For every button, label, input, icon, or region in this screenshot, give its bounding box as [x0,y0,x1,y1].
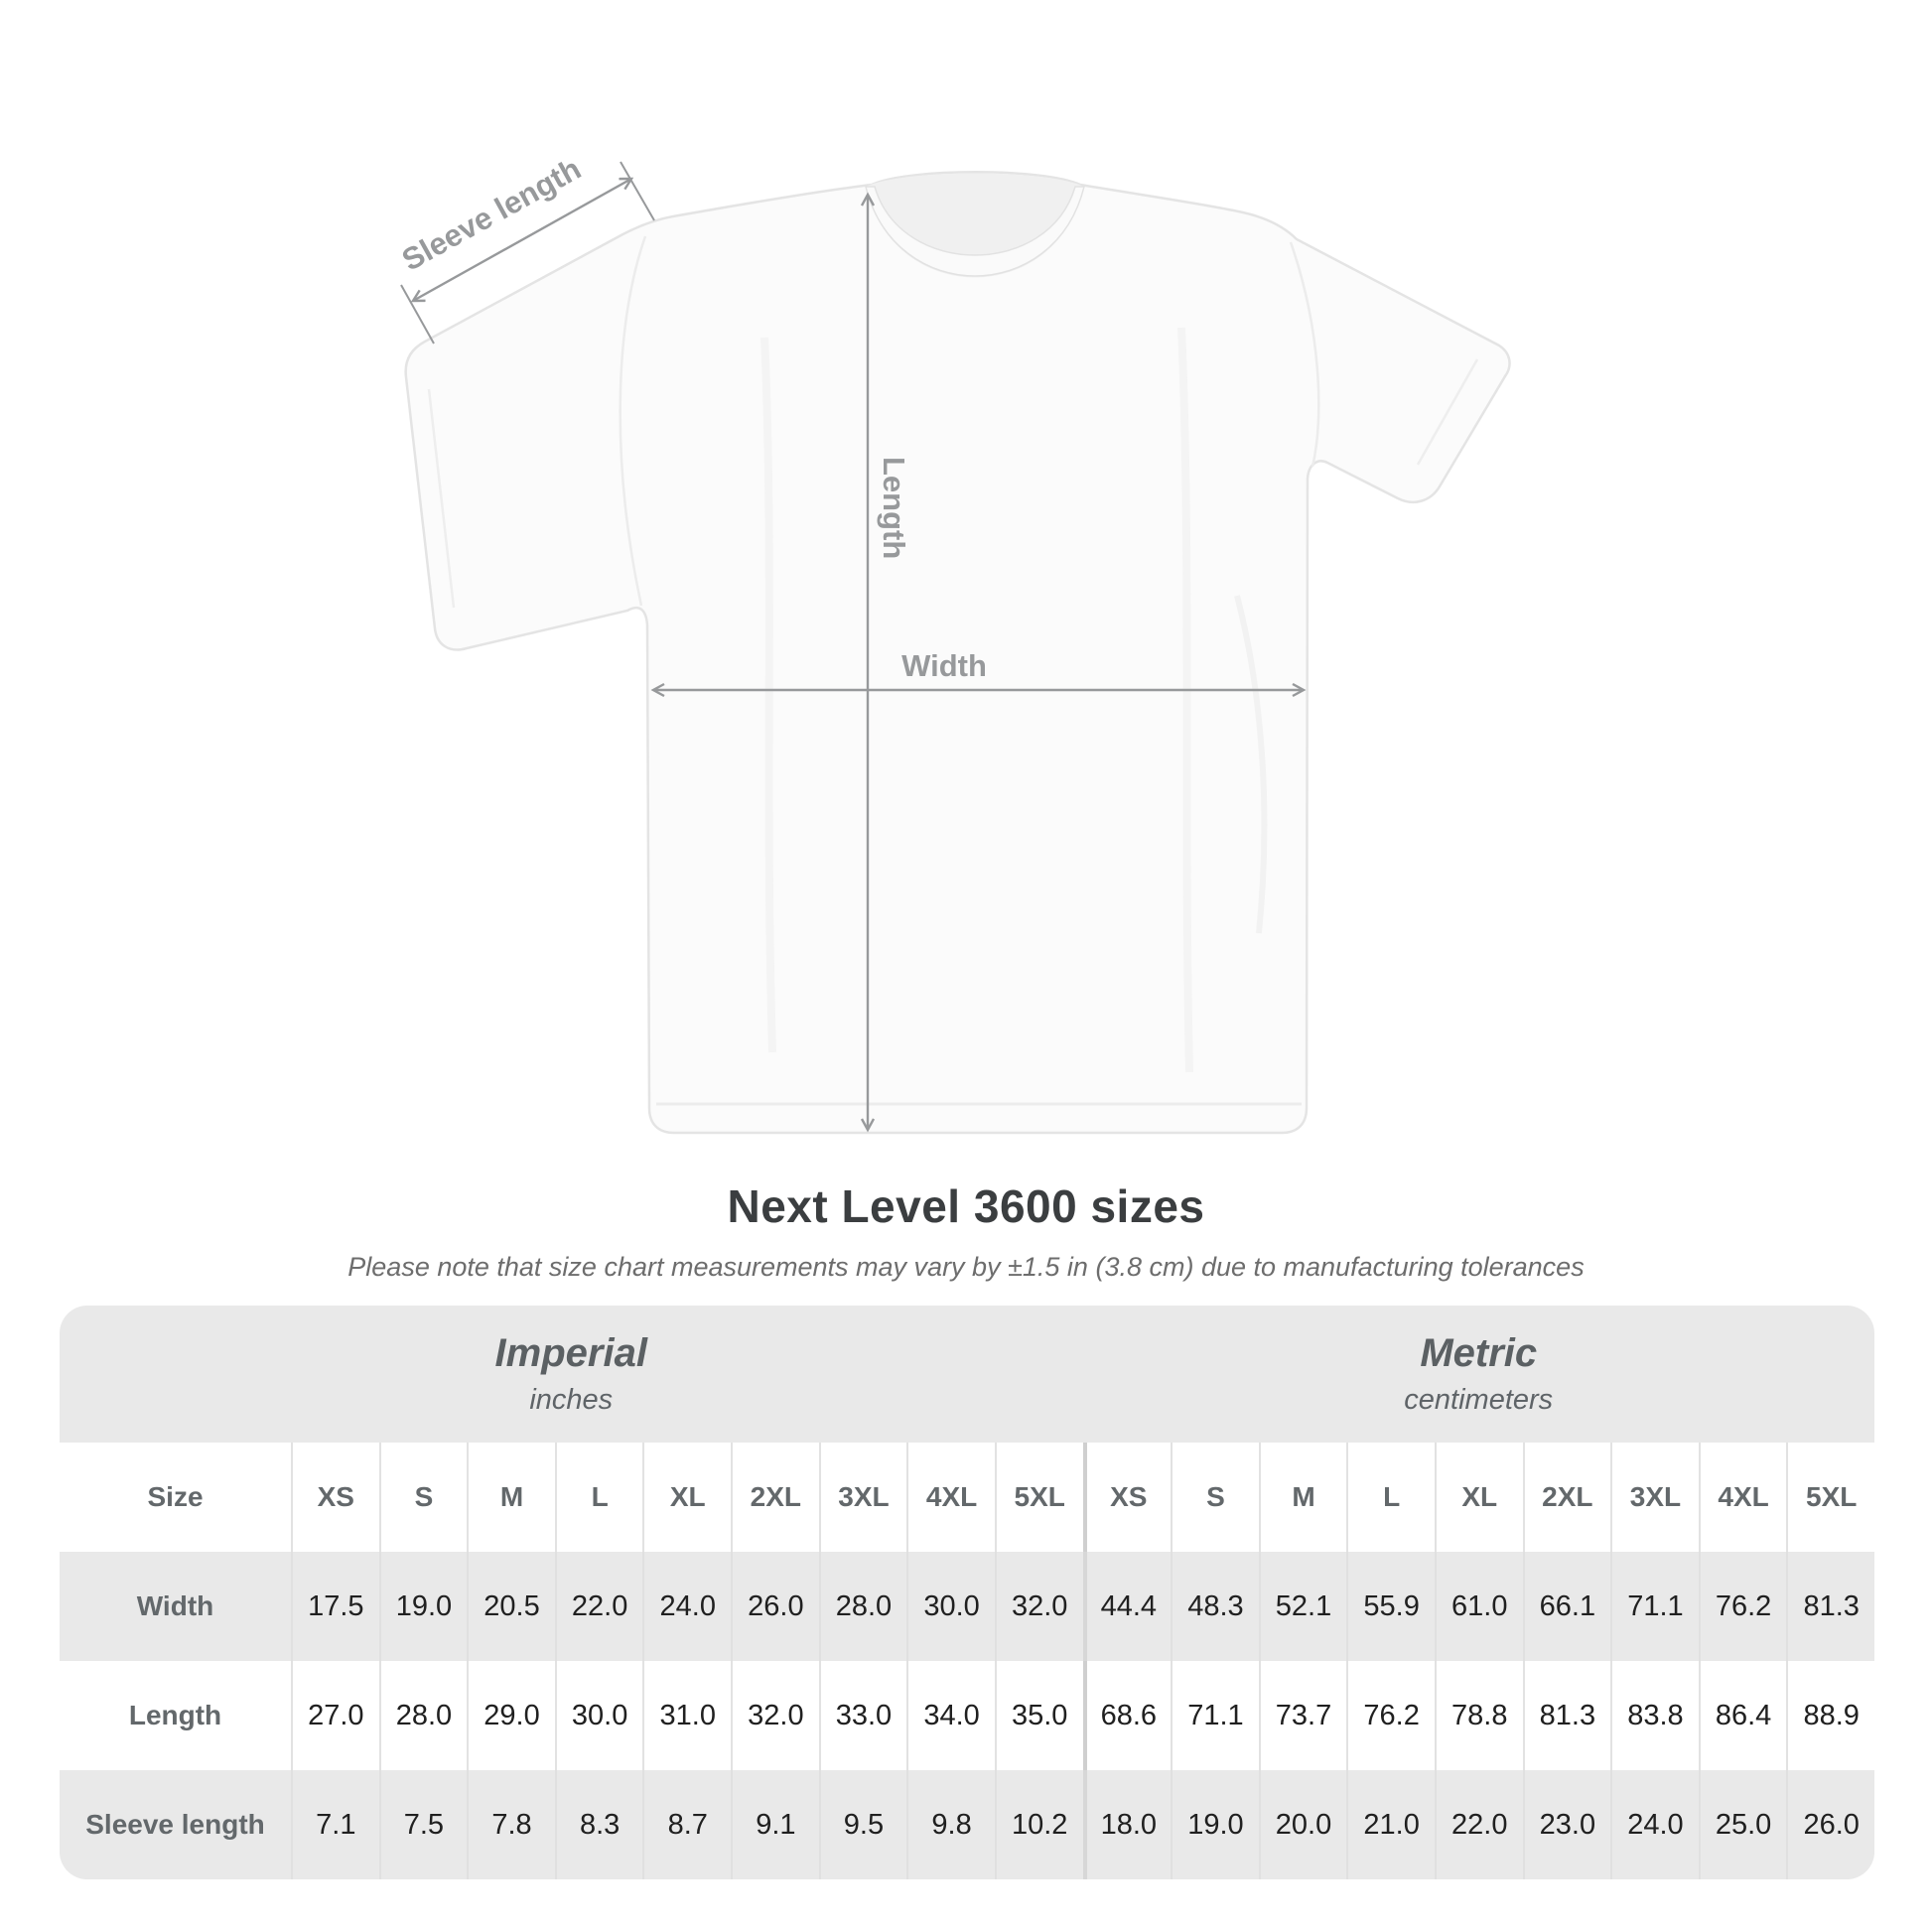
table-cell: 32.0 [994,1552,1083,1661]
table-cell: 71.1 [1171,1661,1259,1770]
size-column-header: 5XL [994,1443,1083,1552]
size-column-header: 2XL [1522,1443,1611,1552]
table-cell: 61.0 [1434,1552,1523,1661]
width-label: Width [901,648,987,683]
size-header-label: Size [60,1443,291,1552]
table-cell: 81.3 [1522,1661,1611,1770]
table-cell: 21.0 [1346,1770,1435,1879]
table-cell: 35.0 [994,1661,1083,1770]
size-column-header: 2XL [731,1443,819,1552]
table-cell: 7.1 [291,1770,379,1879]
table-cell: 25.0 [1698,1770,1787,1879]
table-cell: 28.0 [818,1552,907,1661]
table-cell: 66.1 [1522,1552,1611,1661]
table-cell: 8.7 [642,1770,732,1879]
tshirt-diagram: Sleeve length Length Width [396,151,1511,1135]
size-table: Imperial inches Metric centimeters Size X… [60,1306,1874,1879]
imperial-label: Imperial [494,1331,647,1375]
size-column-header: L [554,1443,643,1552]
table-cell: 76.2 [1698,1552,1787,1661]
table-cell: 29.0 [467,1661,555,1770]
table-cell: 86.4 [1698,1661,1787,1770]
size-column-header: 4XL [906,1443,995,1552]
table-cell: 23.0 [1522,1770,1611,1879]
table-cell: 18.0 [1082,1770,1172,1879]
table-cell: 33.0 [818,1661,907,1770]
row-label: Sleeve length [60,1770,291,1879]
collar-band [865,186,1085,277]
sleeve-length-arrow [400,161,655,345]
size-column-header: 3XL [818,1443,907,1552]
table-cell: 20.0 [1258,1770,1347,1879]
table-cell: 27.0 [291,1661,379,1770]
table-cell: 9.5 [818,1770,907,1879]
table-cell: 44.4 [1082,1552,1172,1661]
size-column-header: S [378,1443,468,1552]
metric-label: Metric [1420,1331,1538,1375]
size-column-header: M [467,1443,555,1552]
size-column-header: M [1258,1443,1347,1552]
table-cell: 22.0 [1434,1770,1523,1879]
table-cell: 24.0 [642,1552,732,1661]
table-cell: 7.8 [467,1770,555,1879]
size-column-header: XL [1434,1443,1523,1552]
length-label: Length [877,457,911,559]
size-column-header: XS [291,1443,379,1552]
table-cell: 26.0 [731,1552,819,1661]
unit-header-metric: Metric centimeters [1083,1306,1875,1443]
table-cell: 30.0 [554,1661,643,1770]
table-cell: 81.3 [1786,1552,1874,1661]
page-subtitle: Please note that size chart measurements… [347,1252,1585,1282]
row-label: Length [60,1661,291,1770]
table-cell: 73.7 [1258,1661,1347,1770]
table-cell: 71.1 [1610,1552,1699,1661]
size-column-header: XL [642,1443,732,1552]
table-cell: 8.3 [554,1770,643,1879]
table-cell: 10.2 [994,1770,1083,1879]
table-cell: 20.5 [467,1552,555,1661]
sleeve-length-label: Sleeve length [396,151,587,278]
table-cell: 19.0 [1171,1770,1259,1879]
size-column-header: XS [1082,1443,1172,1552]
table-cell: 83.8 [1610,1661,1699,1770]
table-cell: 19.0 [378,1552,468,1661]
table-cell: 7.5 [378,1770,468,1879]
table-cell: 31.0 [642,1661,732,1770]
table-cell: 48.3 [1171,1552,1259,1661]
size-column-header: 5XL [1786,1443,1874,1552]
table-cell: 52.1 [1258,1552,1347,1661]
table-cell: 9.8 [906,1770,995,1879]
table-cell: 34.0 [906,1661,995,1770]
table-cell: 55.9 [1346,1552,1435,1661]
table-cell: 76.2 [1346,1661,1435,1770]
table-cell: 24.0 [1610,1770,1699,1879]
table-cell: 68.6 [1082,1661,1172,1770]
size-column-header: S [1171,1443,1259,1552]
imperial-sublabel: inches [529,1384,614,1416]
table-cell: 30.0 [906,1552,995,1661]
size-column-header: 4XL [1698,1443,1787,1552]
table-cell: 78.8 [1434,1661,1523,1770]
page-title: Next Level 3600 sizes [727,1180,1205,1232]
metric-sublabel: centimeters [1404,1384,1554,1416]
row-label: Width [60,1552,291,1661]
table-cell: 22.0 [554,1552,643,1661]
table-cell: 32.0 [731,1661,819,1770]
size-column-header: 3XL [1610,1443,1699,1552]
table-cell: 26.0 [1786,1770,1874,1879]
table-cell: 9.1 [731,1770,819,1879]
unit-header-imperial: Imperial inches [60,1306,1083,1443]
table-cell: 28.0 [378,1661,468,1770]
table-cell: 17.5 [291,1552,379,1661]
table-cell: 88.9 [1786,1661,1874,1770]
size-column-header: L [1346,1443,1435,1552]
